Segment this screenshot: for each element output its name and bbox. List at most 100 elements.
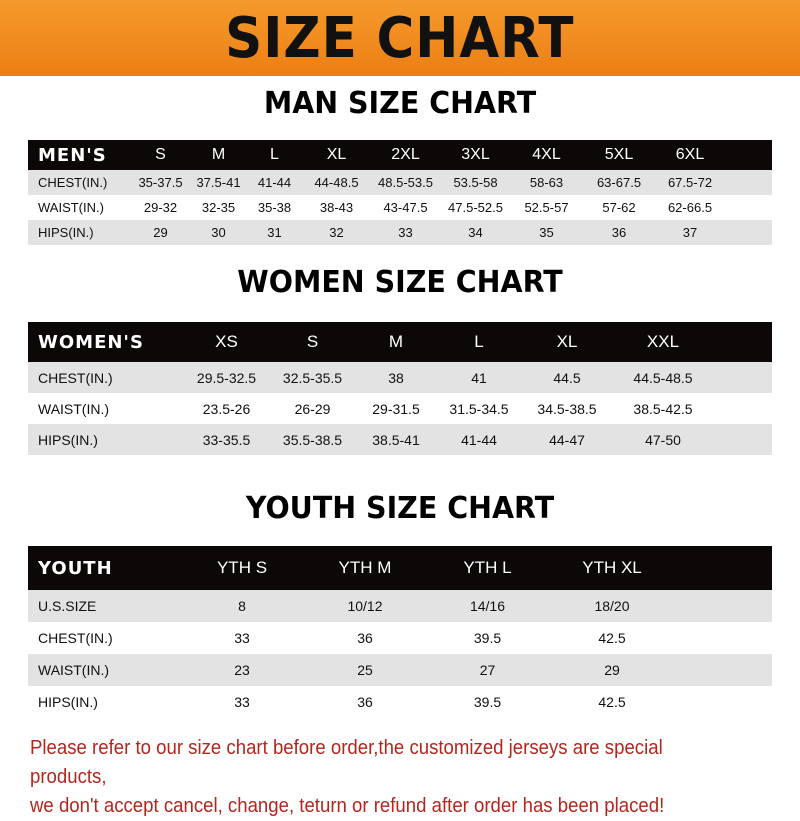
table-cell: 8 [238, 598, 246, 614]
table-cell: 41 [471, 369, 487, 386]
table-cell: 34 [468, 225, 483, 240]
table-cell: 30 [211, 225, 226, 240]
table-header-label: WOMEN'S [38, 331, 144, 353]
row-label: HIPS(IN.) [38, 694, 98, 710]
size-header: L [270, 146, 279, 163]
size-header: 6XL [675, 146, 705, 163]
table-cell: 47-50 [645, 431, 681, 448]
table-cell: 10/12 [347, 598, 383, 614]
table-cell: 44-48.5 [314, 175, 359, 190]
table-cell: 35 [539, 225, 554, 240]
table-cell: 32.5-35.5 [282, 369, 343, 386]
table-row: CHEST(IN.) 35-37.5 37.5-41 41-44 44-48.5 48.5… [28, 170, 772, 195]
women-section-title: WOMEN SIZE CHART [237, 265, 563, 300]
table-row: CHEST(IN.) 33 36 39.5 42.5 [28, 622, 772, 654]
size-header: L [474, 332, 484, 351]
row-label: WAIST(IN.) [38, 400, 110, 417]
size-header: 3XL [461, 146, 490, 163]
table-cell: 42.5 [598, 694, 626, 710]
row-label: HIPS(IN.) [38, 431, 98, 448]
table-row: WAIST(IN.) 29-32 32-35 35-38 38-43 43-47.5 47.… [28, 195, 772, 220]
table-cell: 52.5-57 [524, 200, 569, 215]
table-cell: 25 [357, 662, 373, 678]
table-cell: 27 [479, 662, 496, 678]
order-notice-line: we don't accept cancel, change, teturn o… [30, 795, 665, 817]
table-cell: 33 [234, 694, 250, 710]
row-label: WAIST(IN.) [38, 662, 110, 678]
table-cell: 48.5-53.5 [378, 175, 433, 190]
table-cell: 42.5 [598, 630, 626, 646]
youth-size-table: YOUTH YTH S YTH M YTH L YTH XL U.S.SIZE 8 10/12… [28, 546, 772, 718]
table-cell: 36 [611, 225, 627, 240]
table-cell: 34.5-38.5 [537, 400, 597, 417]
table-row: U.S.SIZE 8 10/12 14/16 18/20 [28, 590, 772, 622]
table-cell: 32 [329, 225, 344, 240]
women-size-table: WOMEN'S XS S M L XL XXL CHEST(IN.) 29.5-32.5 32.5… [28, 322, 772, 455]
table-cell: 38.5-41 [372, 431, 420, 448]
table-cell: 35-38 [257, 200, 292, 215]
size-header: S [155, 146, 166, 163]
table-cell: 29-31.5 [372, 400, 420, 417]
table-cell: 38.5-42.5 [633, 400, 693, 417]
table-cell: 18/20 [594, 598, 630, 614]
table-cell: 29.5-32.5 [196, 369, 257, 386]
table-cell: 29-32 [143, 200, 178, 215]
size-header: YTH L [463, 558, 512, 577]
row-label: U.S.SIZE [38, 598, 97, 614]
table-cell: 39.5 [473, 630, 502, 646]
table-cell: 33 [234, 630, 250, 646]
table-cell: 63-67.5 [596, 175, 642, 190]
table-cell: 41-44 [461, 431, 497, 448]
table-row: CHEST(IN.) 29.5-32.5 32.5-35.5 38 41 44.5 44.5… [28, 362, 772, 393]
table-header-row: YOUTH YTH S YTH M YTH L YTH XL [28, 546, 772, 590]
row-label: CHEST(IN.) [38, 175, 108, 190]
size-header: XXL [646, 332, 680, 351]
size-header: XS [215, 332, 238, 351]
size-header: 4XL [532, 146, 561, 163]
table-row: HIPS(IN.) 33 36 39.5 42.5 [28, 686, 772, 718]
size-header: XL [326, 146, 347, 163]
size-header: 2XL [391, 146, 420, 163]
table-cell: 26-29 [294, 400, 331, 417]
size-header: 5XL [604, 146, 634, 163]
table-cell: 44.5-48.5 [633, 369, 693, 386]
table-cell: 38-43 [319, 200, 354, 215]
size-header: S [306, 332, 319, 351]
table-cell: 41-44 [257, 175, 292, 190]
size-header: M [388, 332, 404, 351]
table-cell: 35.5-38.5 [282, 431, 343, 448]
size-header: YTH S [216, 558, 268, 577]
table-cell: 67.5-72 [667, 175, 713, 190]
table-cell: 57-62 [602, 200, 636, 215]
table-cell: 32-35 [201, 200, 236, 215]
table-cell: 29 [604, 662, 620, 678]
table-cell: 44-47 [549, 431, 585, 448]
table-cell: 35-37.5 [138, 175, 183, 190]
table-cell: 58-63 [529, 175, 564, 190]
size-header: XL [556, 332, 578, 351]
table-cell: 33-35.5 [202, 431, 251, 448]
table-cell: 23 [234, 662, 250, 678]
size-header: YTH M [338, 558, 392, 577]
table-cell: 47.5-52.5 [448, 200, 503, 215]
men-size-table: MEN'S S M L XL 2XL 3XL 4XL 5XL 6XL CHEST(IN.) 35-37… [28, 140, 772, 245]
row-label: CHEST(IN.) [38, 369, 113, 386]
table-row: HIPS(IN.) 29 30 31 32 33 34 35 36 37 [28, 220, 772, 245]
table-row: WAIST(IN.) 23 25 27 29 [28, 654, 772, 686]
table-row: HIPS(IN.) 33-35.5 35.5-38.5 38.5-41 41-44 44-… [28, 424, 772, 455]
table-cell: 33 [398, 225, 413, 240]
table-cell: 37.5-41 [196, 175, 241, 190]
table-cell: 23.5-26 [202, 400, 251, 417]
table-cell: 37 [682, 225, 698, 240]
size-chart-banner: SIZE CHART [0, 0, 800, 76]
table-cell: 38 [388, 369, 404, 386]
table-cell: 62-66.5 [667, 200, 713, 215]
row-label: WAIST(IN.) [38, 200, 104, 215]
table-cell: 31 [267, 225, 282, 240]
table-header-row: MEN'S S M L XL 2XL 3XL 4XL 5XL 6XL [28, 140, 772, 170]
row-label: HIPS(IN.) [38, 225, 94, 240]
men-section-title: MAN SIZE CHART [263, 86, 537, 121]
table-cell: 44.5 [553, 369, 581, 386]
size-header: M [211, 146, 226, 163]
table-cell: 14/16 [469, 598, 506, 614]
